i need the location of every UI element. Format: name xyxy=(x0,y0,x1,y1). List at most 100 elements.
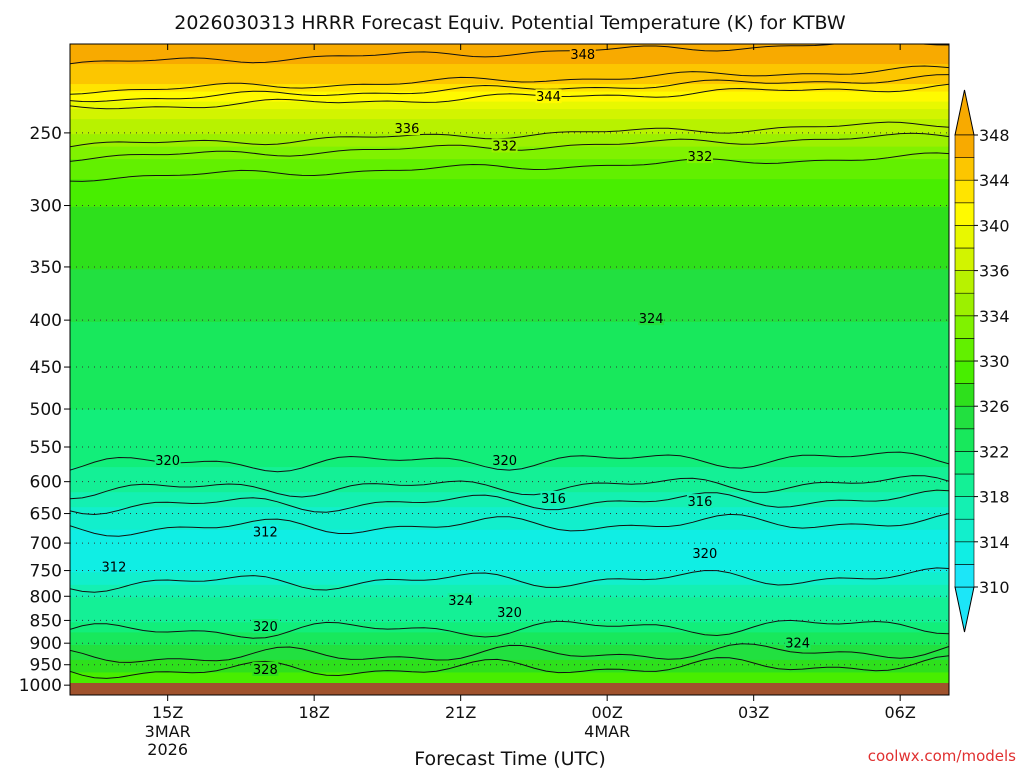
colorbar-arrow-top xyxy=(954,89,975,136)
colorbar-label: 336 xyxy=(979,262,1010,281)
contour-label-bg xyxy=(569,46,596,61)
contour-label-bg xyxy=(491,138,518,153)
theta-e-band xyxy=(70,632,949,646)
y-tick-label: 550 xyxy=(30,438,62,458)
contour-label: 320 xyxy=(692,547,717,562)
y-axis: 250 300 350 400 450 500 550 600 650 700 750 800 850 9… xyxy=(19,124,70,696)
theta-e-band xyxy=(70,179,949,208)
colorbar-label: 330 xyxy=(979,352,1010,371)
plot-area xyxy=(70,44,949,695)
y-tick-label: 650 xyxy=(30,505,62,525)
contour-line xyxy=(70,567,949,593)
colorbar: 310 314 318 322 326 330 334 336 340 344 348 xyxy=(954,89,1010,633)
contour-line xyxy=(70,451,949,473)
contour-line xyxy=(70,44,949,65)
contour-line xyxy=(70,489,949,516)
contour-label: 320 xyxy=(155,454,180,469)
colorbar-arrow-bottom xyxy=(954,586,975,633)
colorbar-swatch xyxy=(954,496,975,520)
contour-line xyxy=(70,513,949,537)
y-tick-label: 900 xyxy=(30,634,62,654)
colorbar-swatch xyxy=(954,157,975,181)
contour-line xyxy=(70,152,949,182)
theta-e-band xyxy=(70,84,949,93)
contour-label: 336 xyxy=(395,122,420,137)
y-tick-label: 850 xyxy=(30,611,62,631)
colorbar-swatch xyxy=(954,360,975,384)
contour-label: 324 xyxy=(639,312,664,327)
plot-frame xyxy=(69,43,950,696)
colorbar-label: 344 xyxy=(979,171,1010,190)
colorbar-label: 318 xyxy=(979,488,1010,507)
contour-line xyxy=(70,655,949,679)
colorbar-swatch xyxy=(954,315,975,339)
theta-e-band xyxy=(70,507,949,531)
x-tick-sublabel: 3MAR xyxy=(145,722,191,741)
y-tick-label: 500 xyxy=(30,400,62,420)
x-tick-label: 06Z xyxy=(885,703,916,722)
x-tick-sublabel: 4MAR xyxy=(584,722,630,741)
colorbar-label: 310 xyxy=(979,578,1010,597)
contour-label-bg xyxy=(686,149,713,164)
theta-e-band xyxy=(70,206,949,271)
theta-e-band xyxy=(70,101,949,111)
contour-label: 316 xyxy=(688,495,713,510)
colorbar-swatch xyxy=(954,383,975,407)
x-tick-label: 18Z xyxy=(299,703,330,722)
contour-label-bg xyxy=(691,546,718,561)
contour-label: 312 xyxy=(253,526,278,541)
colorbar-label: 334 xyxy=(979,307,1010,326)
contour-label: 312 xyxy=(102,560,127,575)
contour-line xyxy=(70,121,949,148)
contour-label: 316 xyxy=(541,492,566,507)
colorbar-swatch xyxy=(954,338,975,362)
theta-e-band xyxy=(70,321,949,411)
theta-e-band xyxy=(70,159,949,181)
contour-line xyxy=(70,74,949,103)
contour-label: 348 xyxy=(570,48,595,63)
theta-e-band xyxy=(70,119,949,136)
y-tick-label: 1000 xyxy=(19,676,62,696)
theta-e-band xyxy=(70,644,949,661)
contour-label-bg xyxy=(154,452,181,467)
contour-line xyxy=(70,83,949,110)
theta-e-band xyxy=(70,659,949,674)
y-tick-label: 450 xyxy=(30,358,62,378)
ground-strip xyxy=(70,683,949,695)
theta-e-band xyxy=(70,109,949,121)
colorbar-label: 322 xyxy=(979,442,1010,461)
contour-label-bg xyxy=(540,490,567,505)
x-tick-label: 21Z xyxy=(445,703,476,722)
x-tick-label: 03Z xyxy=(738,703,769,722)
colorbar-label: 340 xyxy=(979,216,1010,235)
colorbar-swatch xyxy=(954,518,975,543)
colorbar-swatch xyxy=(954,541,975,565)
contour-label-bg xyxy=(252,661,279,676)
x-tick-label: 00Z xyxy=(592,703,623,722)
contour-label: 324 xyxy=(785,636,810,651)
colorbar-swatch xyxy=(954,134,975,158)
y-tick-label: 950 xyxy=(30,656,62,676)
contour-label: 320 xyxy=(492,454,517,469)
contour-label-bg xyxy=(447,593,474,608)
contour-line xyxy=(70,65,949,95)
contour-label-bg xyxy=(535,89,562,104)
y-tick-label: 750 xyxy=(30,562,62,582)
y-tick-label: 250 xyxy=(30,124,62,144)
theta-e-band xyxy=(70,584,949,599)
contour-label: 332 xyxy=(492,139,517,154)
colorbar-swatch xyxy=(954,292,975,317)
contour-label: 324 xyxy=(448,594,473,609)
colorbar-label: 348 xyxy=(979,126,1010,145)
colorbar-label: 326 xyxy=(979,397,1010,416)
theta-e-band xyxy=(70,146,949,161)
colorbar-swatch xyxy=(954,202,975,226)
theta-e-band xyxy=(70,572,949,586)
x-axis-label: Forecast Time (UTC) xyxy=(414,748,605,768)
contour-label-bg xyxy=(100,559,127,574)
contour-label-bg xyxy=(252,619,279,634)
contour-line xyxy=(70,619,949,639)
contour-label-bg xyxy=(393,121,420,136)
colorbar-swatch xyxy=(954,451,975,475)
contour-labels: 348 344 336 332 332 324 320 320 316 316 312 312 320 3… xyxy=(100,46,811,678)
